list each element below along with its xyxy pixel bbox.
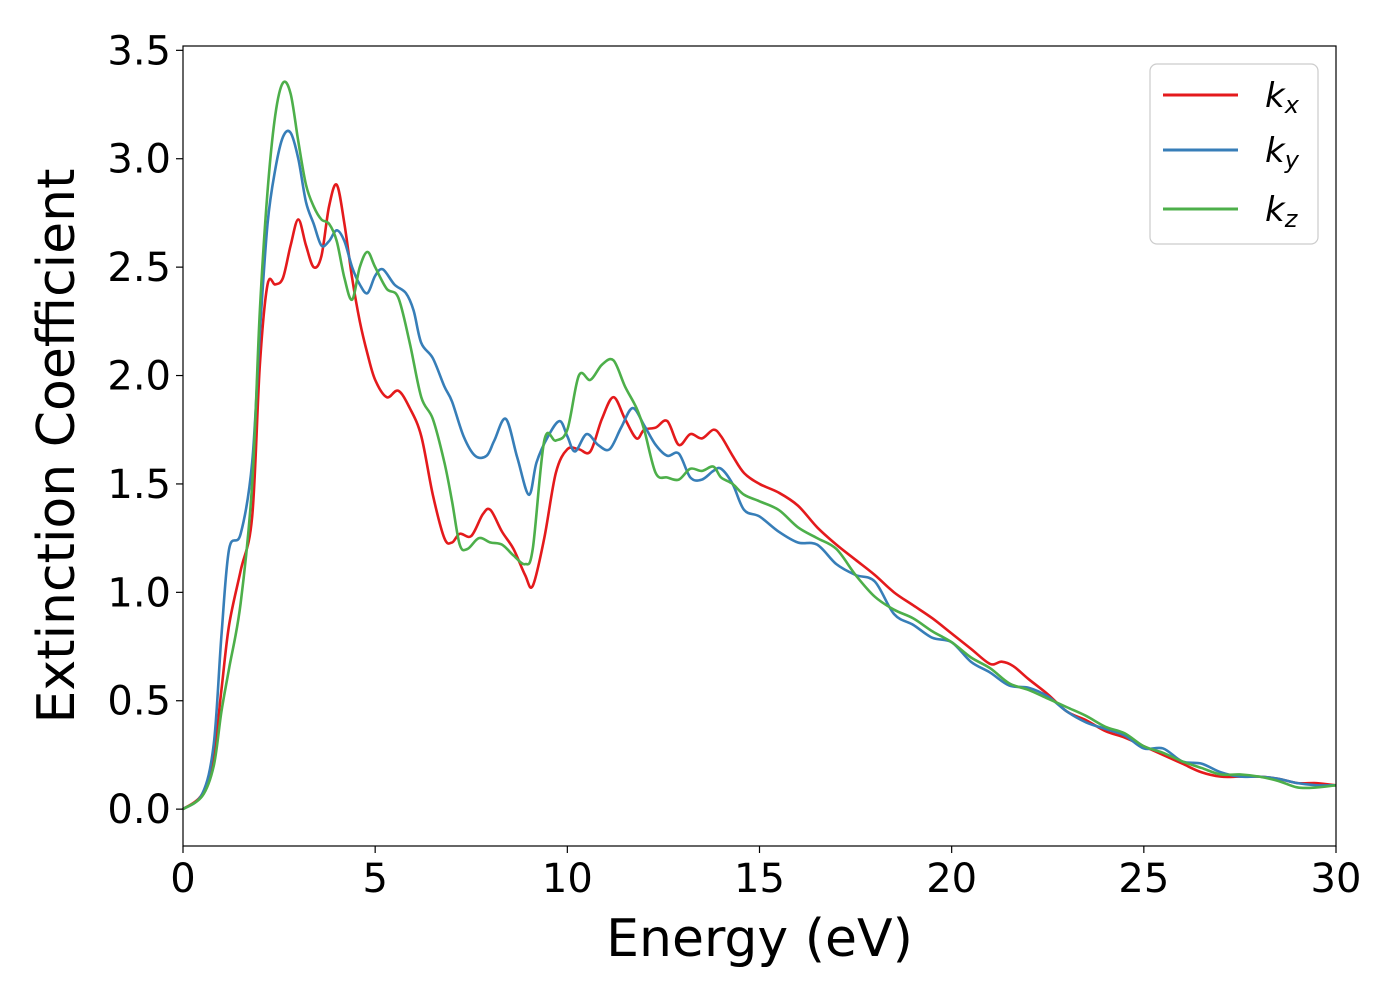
y-tick-labels: 0.0 0.5 1.0 1.5 2.0 2.5 3.0 3.5 [107,28,171,833]
y-tick-label: 2.5 [107,245,171,291]
x-tick-label: 10 [542,856,593,902]
legend: kx ky kz [1149,63,1319,245]
legend-label-kz: kz [1265,190,1299,233]
y-tick-label: 2.0 [107,354,171,400]
series-lines [182,80,1337,811]
x-tick-labels: 0 5 10 15 20 25 30 [170,856,1361,902]
y-tick-label: 0.5 [107,679,171,725]
ticks [176,49,1337,853]
x-tick-label: 20 [926,856,977,902]
x-tick-label: 30 [1311,856,1362,902]
y-tick-label: 1.5 [107,462,171,508]
x-tick-label: 15 [734,856,785,902]
legend-label-kx: kx [1265,76,1300,119]
series-line-x [182,183,1337,811]
series-line-y [182,129,1337,811]
y-axis-title: Extinction Coefficient [27,169,87,724]
plot-frame [182,45,1337,847]
x-tick-label: 25 [1118,856,1169,902]
legend-box [1149,63,1319,245]
x-axis-title: Energy (eV) [606,909,913,969]
y-tick-label: 3.0 [107,137,171,183]
x-tick-label: 5 [362,856,387,902]
legend-label-ky: ky [1265,131,1300,174]
y-tick-label: 3.5 [107,28,171,74]
y-tick-label: 0.0 [107,787,171,833]
x-tick-label: 0 [170,856,195,902]
series-line-z [182,80,1337,811]
y-tick-label: 1.0 [107,570,171,616]
